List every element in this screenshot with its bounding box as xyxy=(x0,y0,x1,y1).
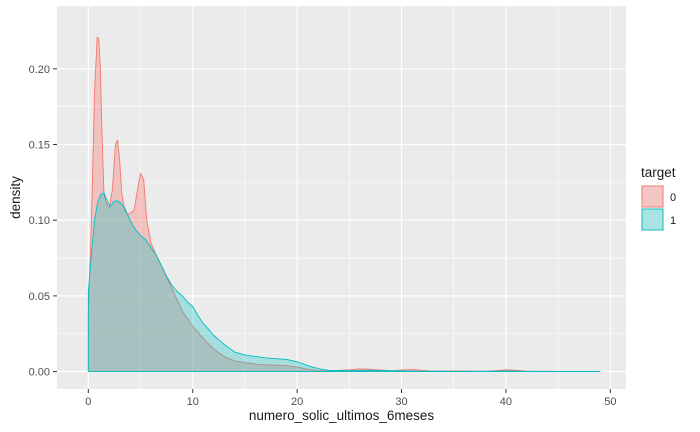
x-tick-label: 50 xyxy=(604,396,616,408)
y-tick-label: 0.00 xyxy=(29,367,50,379)
legend-swatch-0 xyxy=(641,185,664,208)
y-axis-title: density xyxy=(8,176,23,219)
minor-gridlines xyxy=(57,6,626,389)
y-tick-label: 0.05 xyxy=(29,291,50,303)
legend-swatch-1 xyxy=(641,208,664,231)
y-tick-label: 0.15 xyxy=(29,140,50,152)
x-tick-label: 0 xyxy=(85,396,91,408)
x-tick-label: 40 xyxy=(500,396,512,408)
y-tick-label: 0.10 xyxy=(29,215,50,227)
legend-label: 1 xyxy=(670,215,676,227)
series-layer xyxy=(87,36,601,373)
x-axis: 0 10 20 30 40 50 xyxy=(85,389,616,408)
legend-key-bg xyxy=(641,208,664,231)
plot-panel xyxy=(57,6,626,389)
legend-label: 0 xyxy=(670,192,676,204)
y-axis: 0.00 0.05 0.10 0.15 0.20 xyxy=(29,64,57,379)
x-axis-title: numero_solic_ultimos_6meses xyxy=(249,408,435,423)
density-area-1 xyxy=(87,192,601,373)
legend-key-bg xyxy=(641,185,664,208)
x-tick-label: 30 xyxy=(395,396,407,408)
x-tick-label: 20 xyxy=(291,396,303,408)
legend-title: target xyxy=(641,165,676,180)
x-tick-label: 10 xyxy=(187,396,199,408)
legend-items: 01 xyxy=(641,185,676,231)
y-tick-label: 0.20 xyxy=(29,64,50,76)
legend: target 01 xyxy=(641,165,676,231)
